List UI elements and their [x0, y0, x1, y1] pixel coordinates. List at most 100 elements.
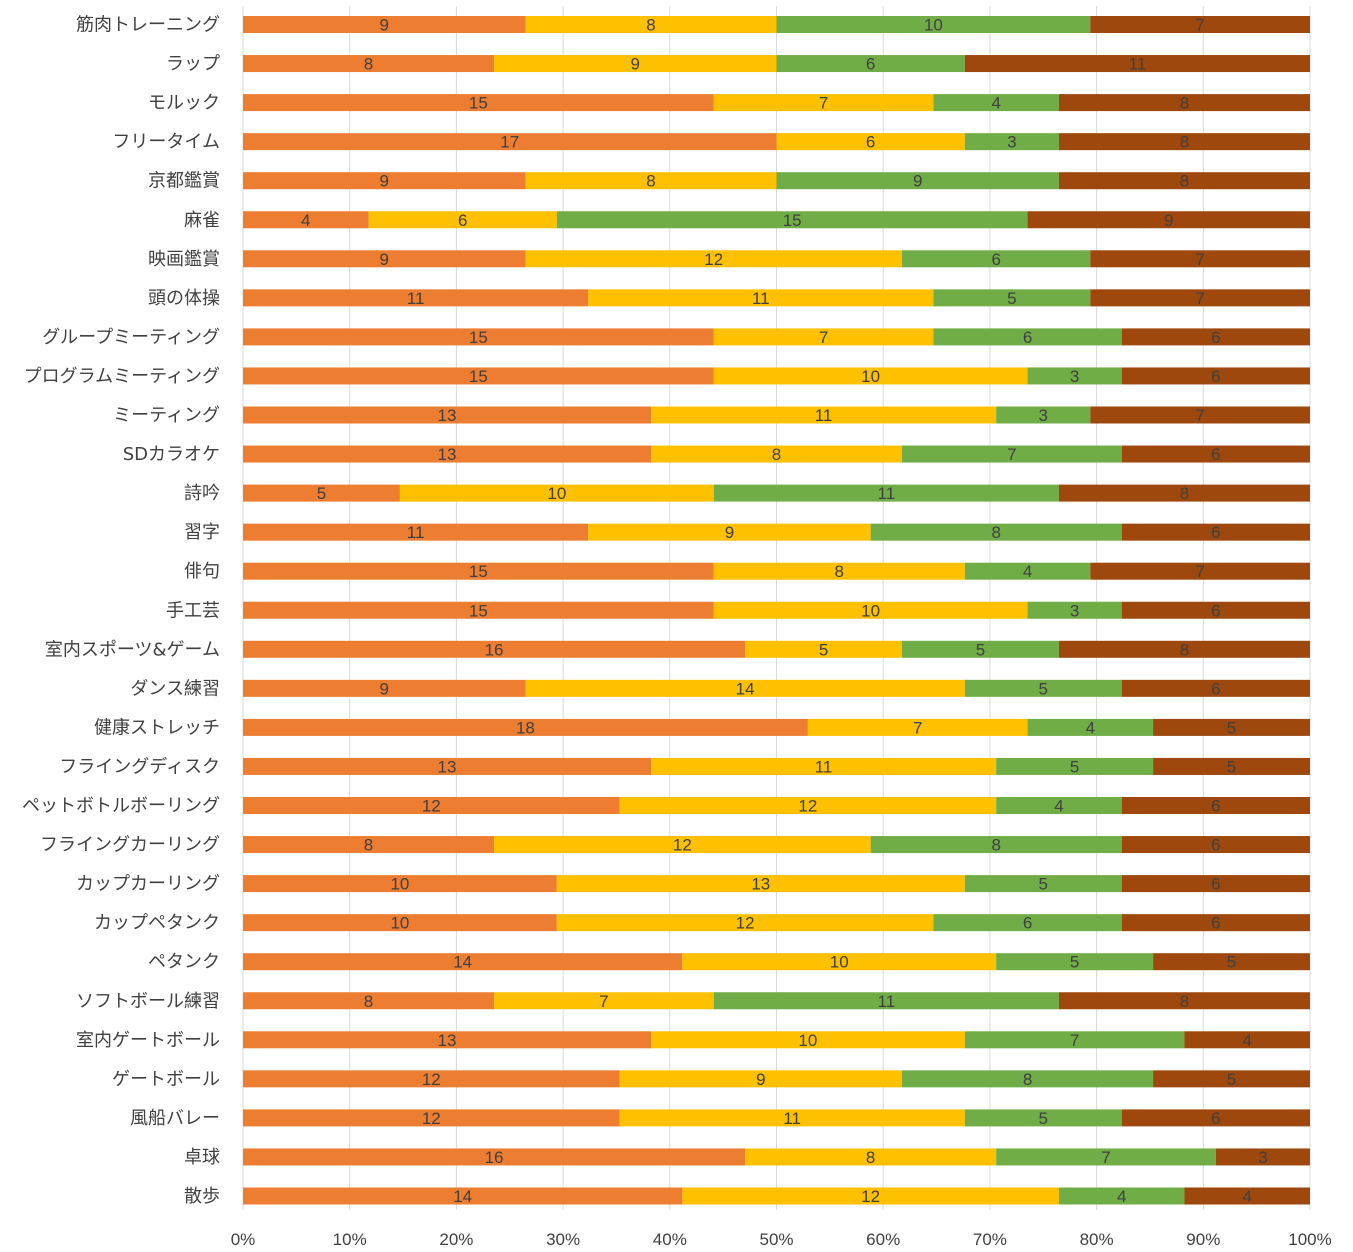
bar-segment: [902, 250, 1091, 268]
category-label: ソフトボール練習: [76, 991, 220, 1012]
data-label: 14: [736, 679, 755, 698]
data-label: 3: [1007, 133, 1016, 152]
data-label: 7: [819, 328, 828, 347]
data-labels: 9 8 10 7 8 9 6 11 15 7 4 8 17 6 3 8 9 8 9 8 4 6 15 9 9 12 6 7 11 11 5 7…: [301, 16, 1268, 1207]
bar-segment: [1215, 1148, 1310, 1166]
data-label: 6: [1211, 1109, 1220, 1128]
data-label: 10: [390, 875, 409, 894]
data-label: 5: [1070, 757, 1079, 776]
bar-segment: [1184, 1187, 1310, 1205]
category-label: 映画鑑賞: [148, 249, 220, 270]
x-tick-label: 100%: [1288, 1230, 1331, 1249]
data-label: 6: [991, 250, 1000, 269]
bar-segment: [713, 94, 934, 112]
category-label: 室内スポーツ&ゲーム: [45, 639, 220, 660]
data-label: 6: [1211, 367, 1220, 386]
bar-segment: [713, 992, 1059, 1010]
data-label: 14: [453, 1187, 472, 1206]
bar-segment: [1058, 484, 1310, 502]
bar-segment: [1121, 1109, 1310, 1127]
bar-segment: [1121, 523, 1310, 541]
bar-segment: [243, 1109, 620, 1127]
bar-segment: [1027, 601, 1122, 619]
bar-segment: [243, 718, 808, 736]
bar-segment: [243, 1070, 620, 1088]
data-label: 6: [458, 211, 467, 230]
category-label: 卓球: [184, 1147, 220, 1168]
category-label: 麻雀: [184, 210, 220, 231]
bar-segment: [243, 172, 526, 190]
category-label: 俳句: [184, 561, 220, 582]
data-label: 9: [1164, 211, 1173, 230]
bar-segment: [243, 406, 651, 424]
data-label: 3: [1039, 406, 1048, 425]
data-label: 7: [1101, 1148, 1110, 1167]
category-label: SDカラオケ: [123, 444, 220, 465]
data-label: 6: [866, 55, 875, 74]
data-label: 6: [866, 133, 875, 152]
bar-segment: [964, 679, 1122, 697]
bar-segment: [776, 172, 1059, 190]
data-label: 16: [485, 640, 504, 659]
data-label: 7: [1070, 1031, 1079, 1050]
bars: [243, 16, 1310, 1205]
x-tick-label: 10%: [333, 1230, 367, 1249]
bar-segment: [243, 1031, 651, 1049]
bar-segment: [1184, 1031, 1310, 1049]
bar-segment: [1090, 250, 1310, 268]
data-label: 12: [673, 836, 692, 855]
bar-segment: [713, 367, 1028, 385]
data-label: 18: [516, 718, 535, 737]
bar-segment: [902, 640, 1059, 658]
category-label: 頭の体操: [148, 288, 220, 309]
data-label: 6: [1211, 836, 1220, 855]
category-label: ゲートボール: [112, 1069, 220, 1090]
data-label: 10: [924, 16, 943, 35]
data-label: 8: [1180, 133, 1189, 152]
data-label: 11: [407, 289, 425, 308]
bar-segment: [243, 679, 526, 697]
data-label: 8: [646, 16, 655, 35]
data-label: 3: [1258, 1148, 1267, 1167]
category-label: 室内ゲートボール: [76, 1030, 220, 1051]
data-label: 15: [469, 328, 488, 347]
bar-segment: [870, 836, 1122, 854]
bar-segment: [243, 133, 777, 151]
bar-segment: [1090, 406, 1310, 424]
data-label: 4: [1086, 718, 1095, 737]
data-label: 8: [1180, 172, 1189, 191]
data-label: 10: [861, 367, 880, 386]
data-label: 15: [469, 562, 488, 581]
data-label: 9: [379, 16, 388, 35]
data-label: 10: [798, 1031, 817, 1050]
bar-segment: [1058, 992, 1310, 1010]
bar-segment: [243, 562, 714, 580]
bar-segment: [1153, 1070, 1310, 1088]
data-label: 15: [469, 94, 488, 113]
category-label: モルック: [148, 93, 220, 114]
bar-segment: [745, 1148, 997, 1166]
data-label: 5: [317, 484, 326, 503]
data-label: 4: [1054, 797, 1063, 816]
bar-segment: [996, 1148, 1216, 1166]
bar-segment: [243, 953, 683, 971]
bar-segment: [807, 718, 1028, 736]
bar-segment: [650, 1031, 965, 1049]
data-label: 5: [1227, 718, 1236, 737]
data-label: 5: [976, 640, 985, 659]
data-label: 13: [438, 1031, 457, 1050]
data-label: 7: [1007, 445, 1016, 464]
bar-segment: [556, 914, 934, 932]
category-label: ダンス練習: [130, 678, 220, 699]
bar-segment: [243, 445, 651, 463]
data-label: 7: [1195, 289, 1204, 308]
data-label: 6: [1211, 914, 1220, 933]
data-label: 9: [379, 172, 388, 191]
data-label: 8: [646, 172, 655, 191]
category-label: 風船バレー: [130, 1108, 220, 1129]
data-label: 8: [1180, 484, 1189, 503]
bar-segment: [243, 250, 526, 268]
bar-segment: [243, 94, 714, 112]
bar-segment: [964, 133, 1059, 151]
bar-segment: [1153, 718, 1310, 736]
